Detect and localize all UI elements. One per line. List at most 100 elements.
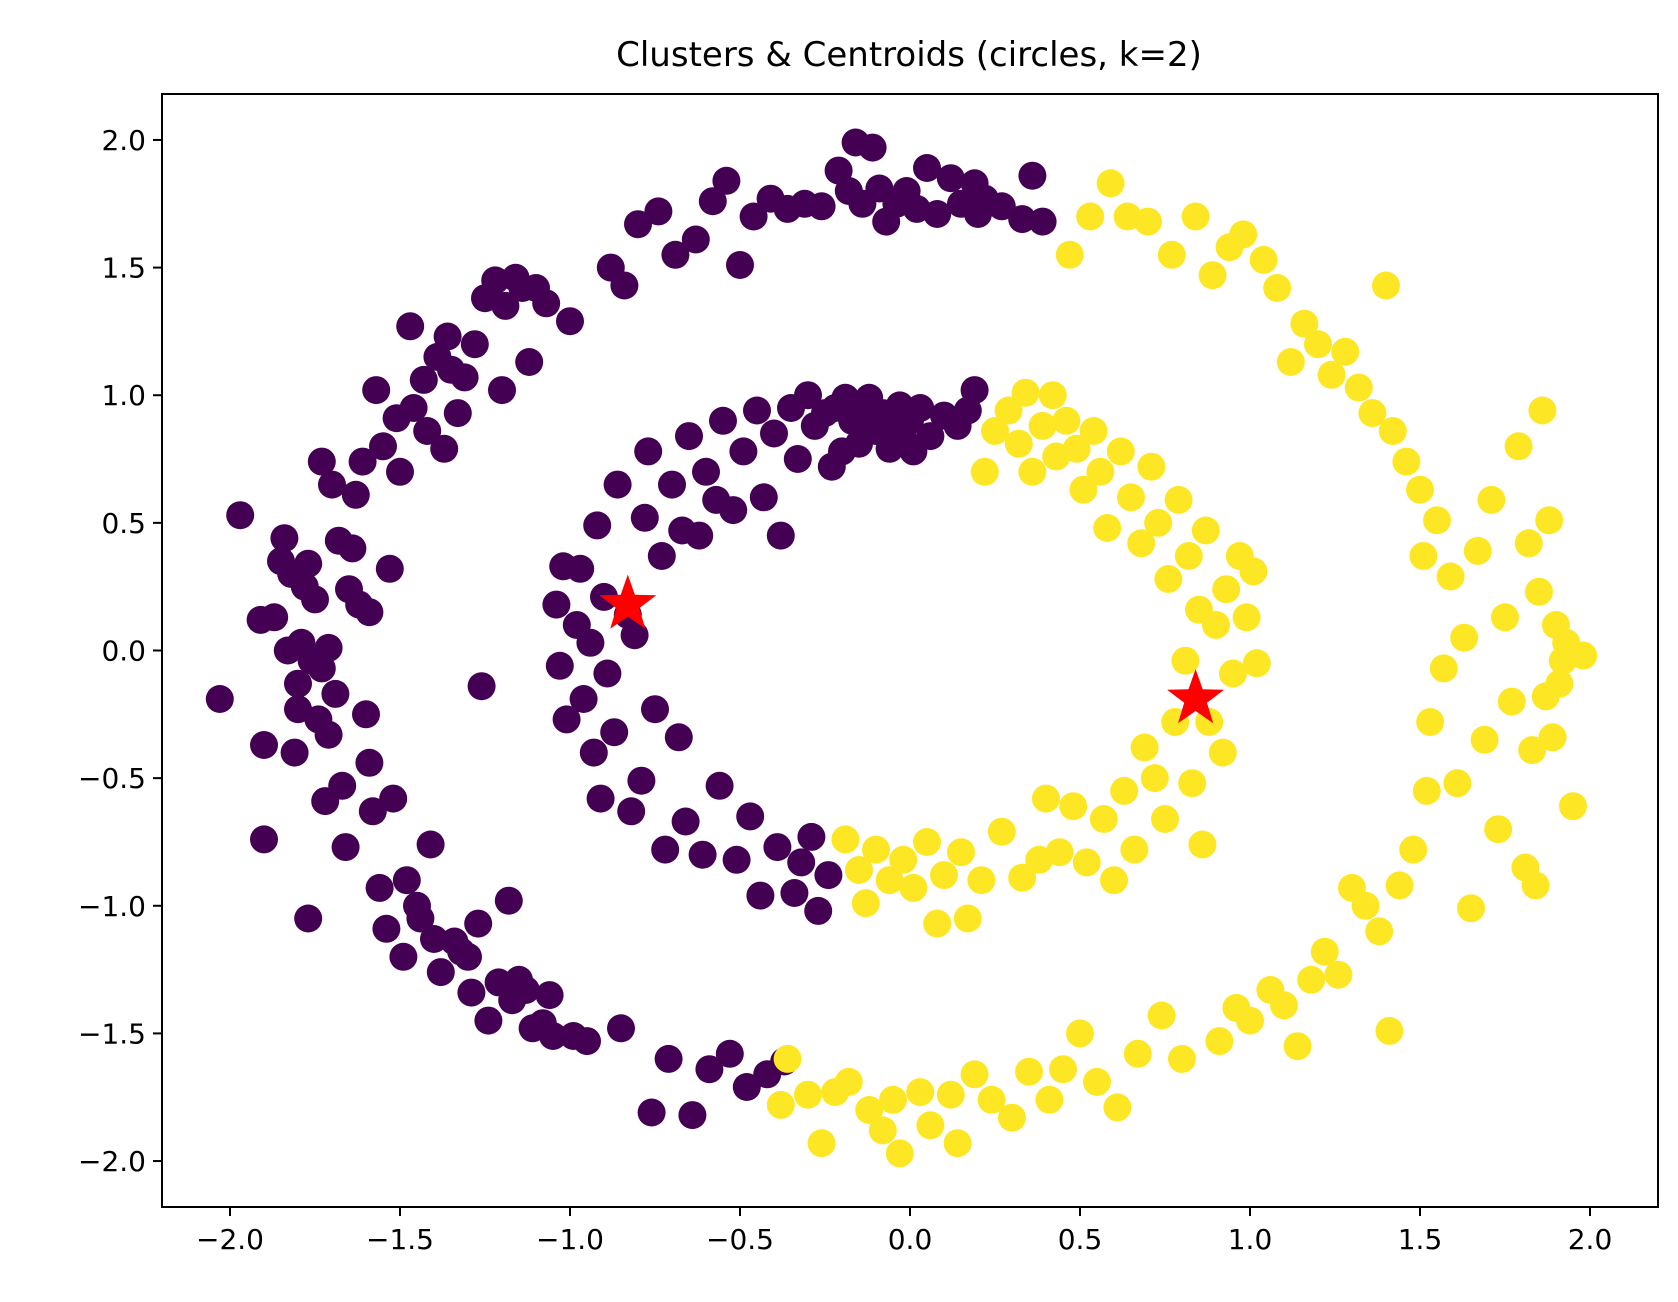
- data-point-cluster-0: [515, 348, 544, 376]
- data-point-cluster-0: [352, 700, 380, 729]
- data-point-cluster-1: [1004, 429, 1033, 458]
- data-point-cluster-1: [953, 904, 982, 933]
- data-point-cluster-1: [1569, 641, 1598, 670]
- data-point-cluster-0: [535, 981, 564, 1010]
- data-point-cluster-1: [998, 1103, 1026, 1132]
- data-point-cluster-0: [651, 835, 680, 864]
- data-point-cluster-0: [355, 748, 384, 777]
- data-point-cluster-0: [627, 766, 656, 795]
- data-point-cluster-1: [1191, 516, 1220, 545]
- data-point-cluster-1: [1018, 457, 1047, 486]
- data-point-cluster-1: [1450, 623, 1479, 652]
- data-point-cluster-1: [1470, 725, 1499, 754]
- y-tick-label: 1.5: [101, 252, 146, 285]
- data-point-cluster-0: [270, 524, 299, 553]
- data-point-cluster-0: [389, 942, 418, 971]
- y-tick-label: −1.0: [78, 890, 146, 923]
- data-point-cluster-0: [719, 496, 748, 525]
- data-point-cluster-1: [879, 1085, 907, 1114]
- data-point-cluster-1: [1399, 835, 1428, 864]
- data-point-cluster-1: [1140, 764, 1169, 793]
- x-tick-label: −0.5: [706, 1223, 774, 1256]
- data-point-cluster-1: [1093, 514, 1122, 542]
- data-point-cluster-1: [1270, 991, 1298, 1020]
- data-point-cluster-1: [773, 1044, 802, 1073]
- data-point-cluster-1: [1290, 309, 1319, 338]
- data-point-cluster-1: [899, 873, 928, 902]
- data-point-cluster-0: [831, 383, 860, 412]
- data-point-cluster-1: [1497, 687, 1526, 716]
- data-point-cluster-0: [678, 1101, 707, 1130]
- data-point-cluster-0: [331, 833, 360, 862]
- data-point-cluster-1: [1518, 736, 1547, 765]
- data-point-cluster-1: [936, 1080, 965, 1109]
- data-point-cluster-1: [916, 1111, 945, 1140]
- data-point-cluster-0: [712, 166, 741, 195]
- x-tick-label: 1.5: [1398, 1223, 1443, 1256]
- data-point-cluster-0: [250, 825, 278, 854]
- data-point-cluster-0: [583, 511, 612, 540]
- data-point-cluster-1: [1072, 848, 1101, 877]
- data-point-cluster-1: [1181, 202, 1210, 231]
- data-point-cluster-1: [1096, 169, 1125, 198]
- data-point-cluster-0: [749, 483, 778, 512]
- data-point-cluster-1: [1151, 805, 1179, 833]
- data-point-cluster-1: [1052, 406, 1081, 435]
- data-point-cluster-0: [511, 976, 540, 1004]
- data-point-cluster-0: [641, 695, 669, 724]
- data-point-cluster-0: [610, 271, 639, 300]
- data-point-cluster-0: [443, 399, 472, 428]
- data-point-cluster-1: [1317, 360, 1346, 389]
- data-point-cluster-1: [1239, 557, 1268, 586]
- data-point-cluster-0: [709, 406, 737, 435]
- data-point-cluster-1: [1174, 542, 1203, 570]
- data-point-cluster-0: [369, 432, 397, 461]
- data-point-cluster-1: [1076, 202, 1105, 231]
- data-point-cluster-1: [1120, 835, 1149, 864]
- data-point-cluster-0: [365, 873, 394, 902]
- data-point-cluster-1: [930, 861, 958, 890]
- data-point-cluster-0: [491, 291, 520, 320]
- y-tick-label: −2.0: [78, 1145, 146, 1178]
- data-point-cluster-0: [467, 672, 496, 701]
- data-point-cluster-1: [1528, 396, 1557, 425]
- data-point-cluster-0: [630, 503, 659, 532]
- data-point-cluster-1: [766, 1090, 795, 1119]
- data-point-cluster-1: [1110, 776, 1139, 805]
- data-point-cluster-1: [1045, 838, 1074, 867]
- data-point-cluster-0: [566, 554, 595, 583]
- data-point-cluster-1: [807, 1129, 836, 1158]
- data-point-cluster-0: [739, 202, 768, 231]
- data-point-cluster-0: [658, 470, 686, 499]
- data-point-cluster-1: [1525, 577, 1553, 606]
- data-point-cluster-1: [1297, 965, 1326, 994]
- data-point-cluster-0: [260, 603, 289, 632]
- data-point-cluster-0: [780, 879, 809, 907]
- data-point-cluster-1: [970, 457, 999, 486]
- data-point-cluster-0: [426, 958, 455, 987]
- data-point-cluster-0: [624, 210, 652, 239]
- data-point-cluster-1: [1491, 603, 1519, 632]
- data-point-cluster-0: [430, 434, 459, 463]
- data-point-cluster-1: [1106, 437, 1135, 466]
- data-point-cluster-1: [977, 1085, 1006, 1114]
- data-point-cluster-1: [1392, 447, 1421, 476]
- data-point-cluster-0: [362, 376, 391, 405]
- chart-title: Clusters & Centroids (circles, k=2): [616, 35, 1202, 75]
- data-point-cluster-1: [1079, 417, 1108, 445]
- data-point-cluster-0: [450, 363, 479, 392]
- data-point-cluster-1: [834, 1067, 863, 1096]
- data-point-cluster-1: [1365, 917, 1394, 946]
- data-point-cluster-1: [1409, 542, 1438, 570]
- data-point-cluster-1: [1100, 866, 1128, 895]
- data-point-cluster-1: [967, 866, 996, 895]
- x-tick-label: 1.0: [1228, 1223, 1273, 1256]
- data-point-cluster-0: [420, 925, 448, 953]
- data-point-cluster-0: [743, 396, 771, 425]
- data-point-cluster-0: [987, 192, 1016, 221]
- data-point-cluster-0: [226, 501, 255, 530]
- data-point-cluster-1: [1164, 485, 1193, 514]
- data-point-cluster-1: [1310, 937, 1339, 966]
- data-point-cluster-0: [858, 133, 887, 162]
- data-point-cluster-1: [1443, 769, 1472, 798]
